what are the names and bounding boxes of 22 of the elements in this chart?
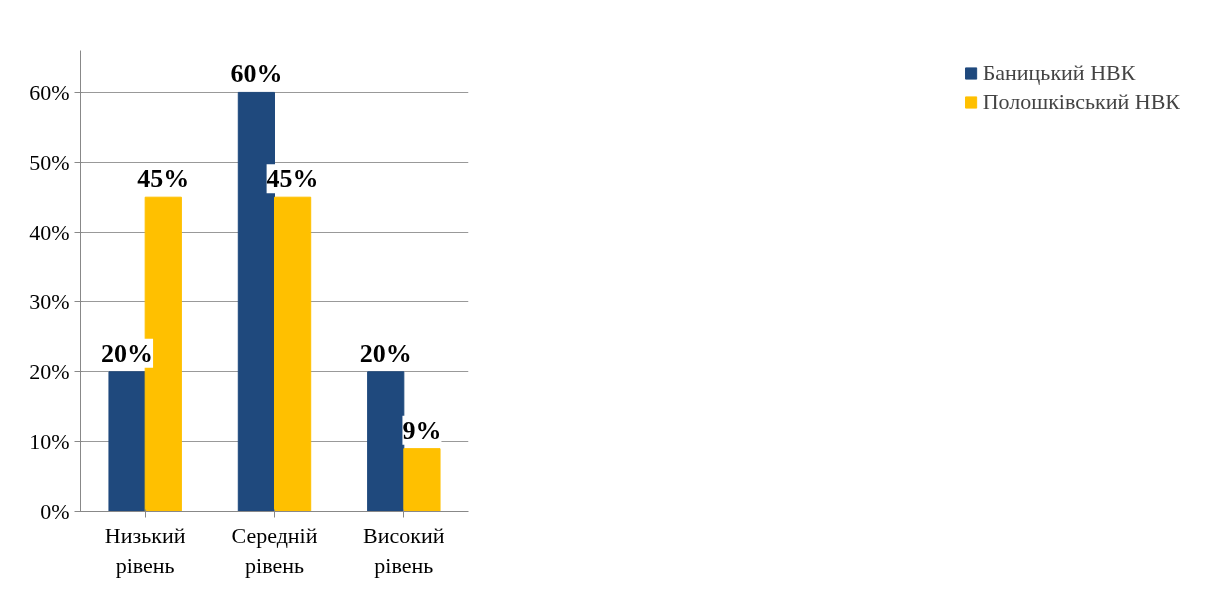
data-label: 45%: [137, 164, 190, 194]
y-tick-label: 60%: [29, 79, 70, 105]
y-tick-label: 0%: [40, 499, 70, 524]
data-label: 45%: [266, 164, 319, 194]
y-tick-label: 50%: [29, 149, 70, 175]
bar: [274, 196, 312, 512]
x-tick-label: Низький рівень: [104, 522, 186, 578]
data-label: 9%: [402, 415, 442, 445]
bar: [367, 371, 405, 512]
data-label: 20%: [359, 338, 412, 368]
y-tick-label: 20%: [29, 359, 70, 385]
data-label: 20%: [101, 338, 154, 368]
legend-label: Полошківський НВК: [982, 89, 1180, 115]
y-tick-label: 10%: [29, 429, 70, 455]
data-label: 60%: [230, 59, 283, 89]
y-tick-label: 30%: [29, 289, 70, 315]
y-tick-label: 40%: [29, 219, 70, 245]
bar: [108, 371, 146, 512]
x-tick-label: Високий рівень: [363, 522, 445, 578]
x-tick-label: Середній рівень: [231, 522, 318, 578]
legend-label: Баницький НВК: [982, 60, 1136, 86]
bar: [403, 448, 441, 512]
